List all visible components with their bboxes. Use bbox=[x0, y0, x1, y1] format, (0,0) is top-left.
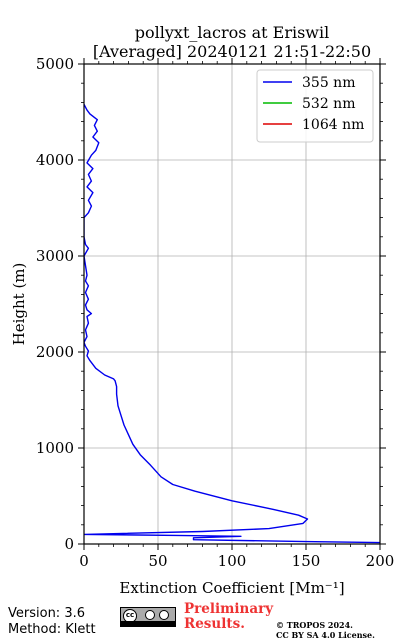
copyright-note: © TROPOS 2024. CC BY SA 4.0 License. bbox=[276, 620, 375, 640]
extinction-profile-chart: pollyxt_lacros at Eriswil [Averaged] 202… bbox=[10, 23, 395, 597]
y-tick-label: 5000 bbox=[36, 55, 74, 73]
legend-label-355-nm: 355 nm bbox=[302, 75, 355, 91]
version-text: Version: 3.6 bbox=[8, 606, 85, 621]
legend-label-532-nm: 532 nm bbox=[302, 96, 355, 112]
chart-title-line1: pollyxt_lacros at Eriswil bbox=[135, 23, 329, 42]
x-tick-label: 100 bbox=[218, 552, 247, 570]
prelim-line2: Results. bbox=[184, 616, 245, 632]
y-tick-label: 3000 bbox=[36, 247, 74, 265]
y-tick-label: 0 bbox=[64, 535, 74, 553]
y-tick-label: 4000 bbox=[36, 151, 74, 169]
x-tick-label: 0 bbox=[79, 552, 89, 570]
prelim-line1: Preliminary bbox=[184, 601, 274, 617]
y-axis-label: Height (m) bbox=[10, 263, 28, 346]
method-text: Method: Klett bbox=[8, 622, 96, 637]
series-line-355-nm bbox=[84, 103, 380, 544]
plot-frame bbox=[83, 63, 381, 545]
cc-license-icon: cc bbox=[120, 607, 176, 627]
x-tick-label: 200 bbox=[366, 552, 395, 570]
copyright-line2: CC BY SA 4.0 License. bbox=[276, 630, 375, 640]
x-tick-label: 50 bbox=[148, 552, 167, 570]
major-ticks bbox=[78, 58, 386, 550]
legend-label-1064-nm: 1064 nm bbox=[302, 117, 364, 133]
copyright-line1: © TROPOS 2024. bbox=[276, 620, 353, 630]
x-axis-label: Extinction Coefficient [Mm⁻¹] bbox=[119, 579, 344, 597]
y-tick-label: 2000 bbox=[36, 343, 74, 361]
legend: 355 nm 532 nm 1064 nm bbox=[256, 69, 374, 143]
chart-title-line2: [Averaged] 20240121 21:51-22:50 bbox=[93, 42, 371, 61]
footer-info: Version: 3.6 Method: Klett bbox=[8, 606, 96, 638]
y-tick-label: 1000 bbox=[36, 439, 74, 457]
preliminary-results-note: Preliminary Results. bbox=[184, 602, 273, 632]
series-layer bbox=[84, 103, 380, 544]
x-tick-label: 150 bbox=[292, 552, 321, 570]
